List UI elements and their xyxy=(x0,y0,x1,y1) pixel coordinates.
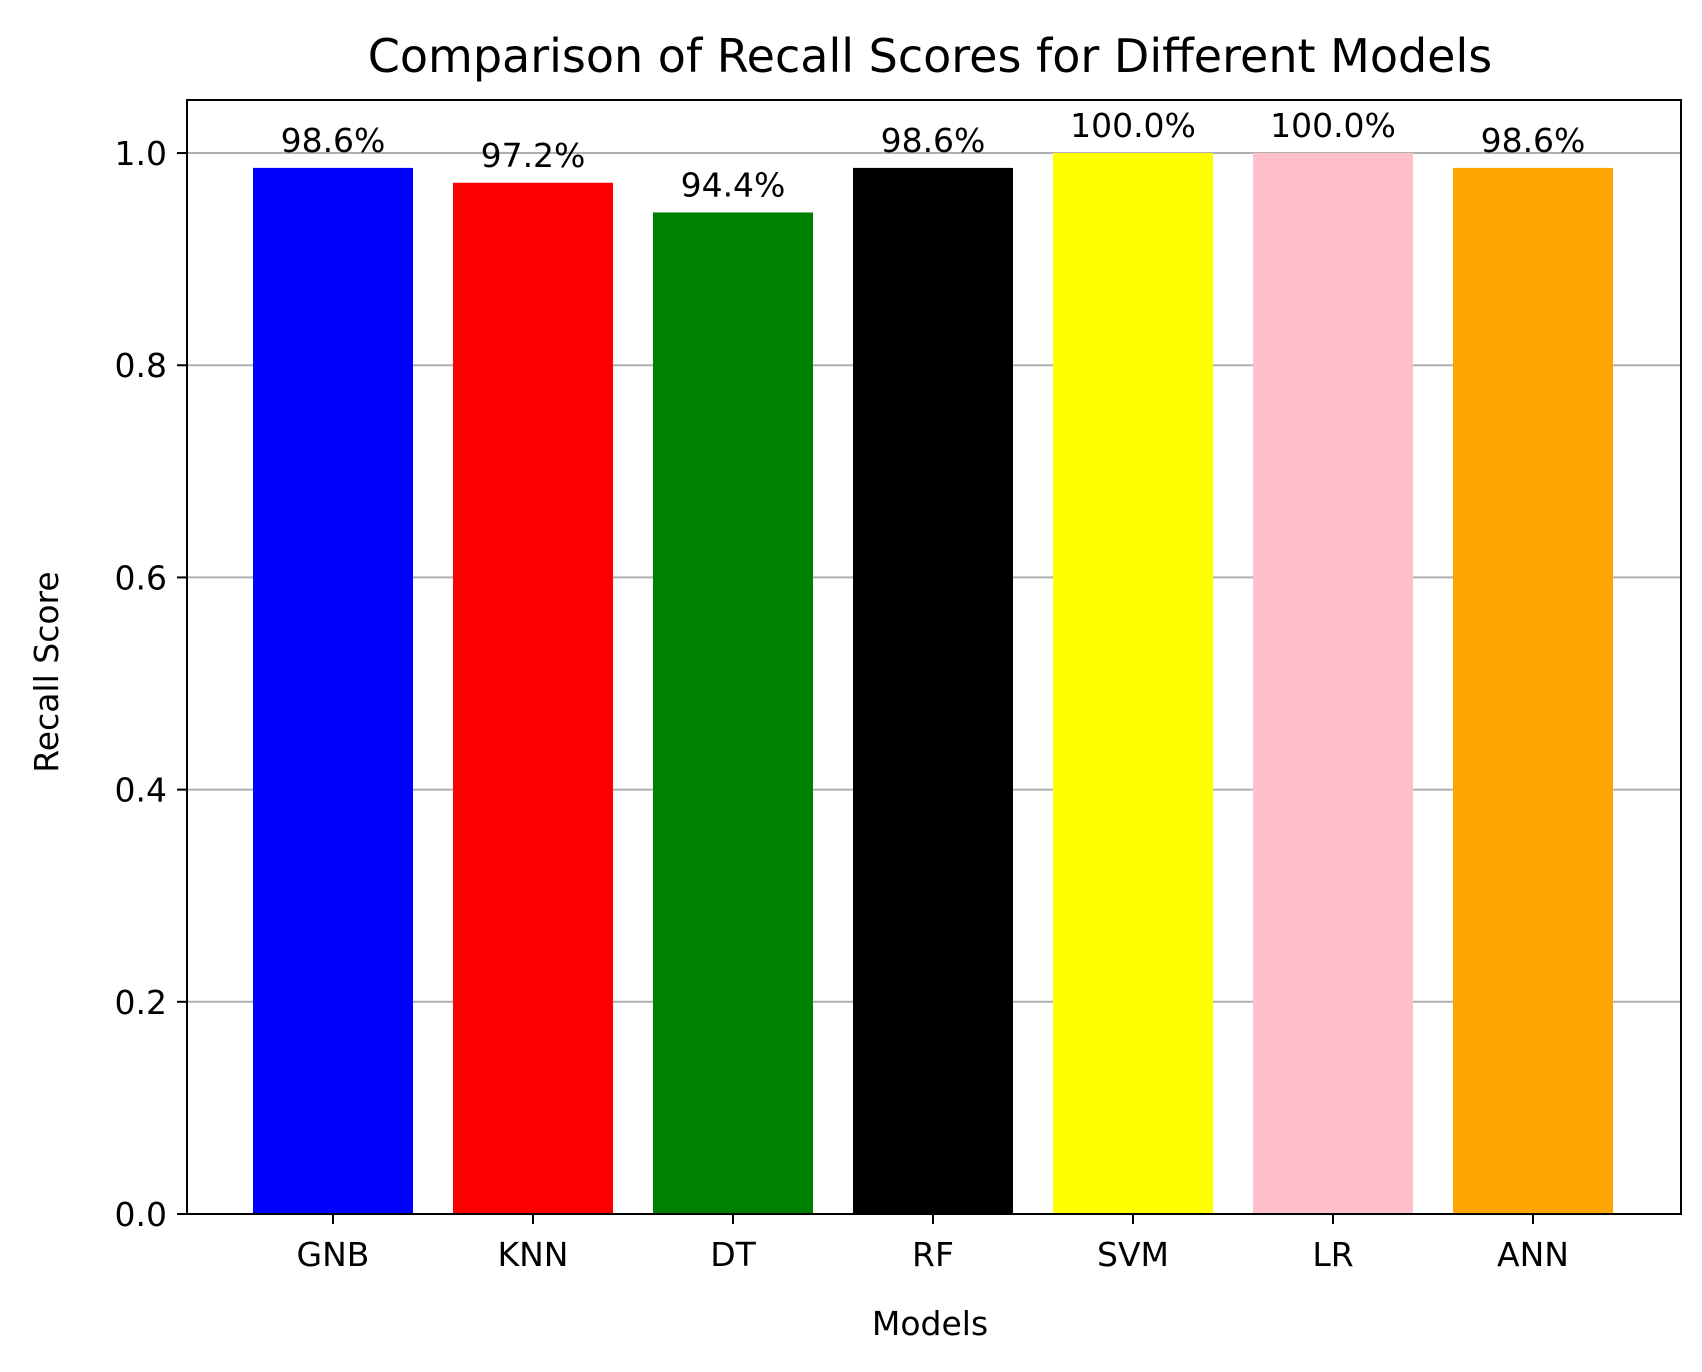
bar-layer xyxy=(253,153,1613,1215)
plot-frame xyxy=(186,99,1682,1215)
bar-knn xyxy=(453,182,613,1215)
label-layer: 98.6% GNB 97.2% KNN 94.4% DT 98.6% RF 100.0% SVM 1… xyxy=(115,106,1586,1274)
x-tick-label: SVM xyxy=(1097,1235,1169,1274)
data-label-dt: 94.4% xyxy=(681,165,786,204)
y-tick-label: 0.2 xyxy=(115,983,167,1022)
data-label-ann: 98.6% xyxy=(1481,121,1586,160)
y-axis-label: Recall Score xyxy=(27,571,66,772)
bar-rf xyxy=(853,167,1013,1214)
y-tick-label: 0.6 xyxy=(115,558,167,597)
y-tick-label: 0.8 xyxy=(115,346,167,385)
bar-lr xyxy=(1253,153,1413,1215)
x-tick-label: RF xyxy=(912,1235,954,1274)
data-label-gnb: 98.6% xyxy=(281,121,386,160)
x-tick-label: KNN xyxy=(497,1235,568,1274)
x-axis-label: Models xyxy=(872,1304,988,1343)
axis-layer xyxy=(177,99,1682,1224)
y-tick-label: 0.0 xyxy=(115,1195,167,1234)
y-tick-label: 1.0 xyxy=(115,134,167,173)
data-label-knn: 97.2% xyxy=(481,136,586,175)
x-tick-label: GNB xyxy=(297,1235,370,1274)
data-label-rf: 98.6% xyxy=(881,121,986,160)
x-tick-label: ANN xyxy=(1497,1235,1569,1274)
bar-ann xyxy=(1453,167,1613,1214)
data-label-lr: 100.0% xyxy=(1270,106,1396,145)
y-tick-label: 0.4 xyxy=(115,771,167,810)
bar-svm xyxy=(1053,153,1213,1215)
x-tick-label: DT xyxy=(710,1235,756,1274)
bar-gnb xyxy=(253,167,413,1214)
bar-dt xyxy=(653,212,813,1215)
chart-title: Comparison of Recall Scores for Differen… xyxy=(368,29,1492,83)
data-label-svm: 100.0% xyxy=(1070,106,1196,145)
x-tick-label: LR xyxy=(1312,1235,1353,1274)
